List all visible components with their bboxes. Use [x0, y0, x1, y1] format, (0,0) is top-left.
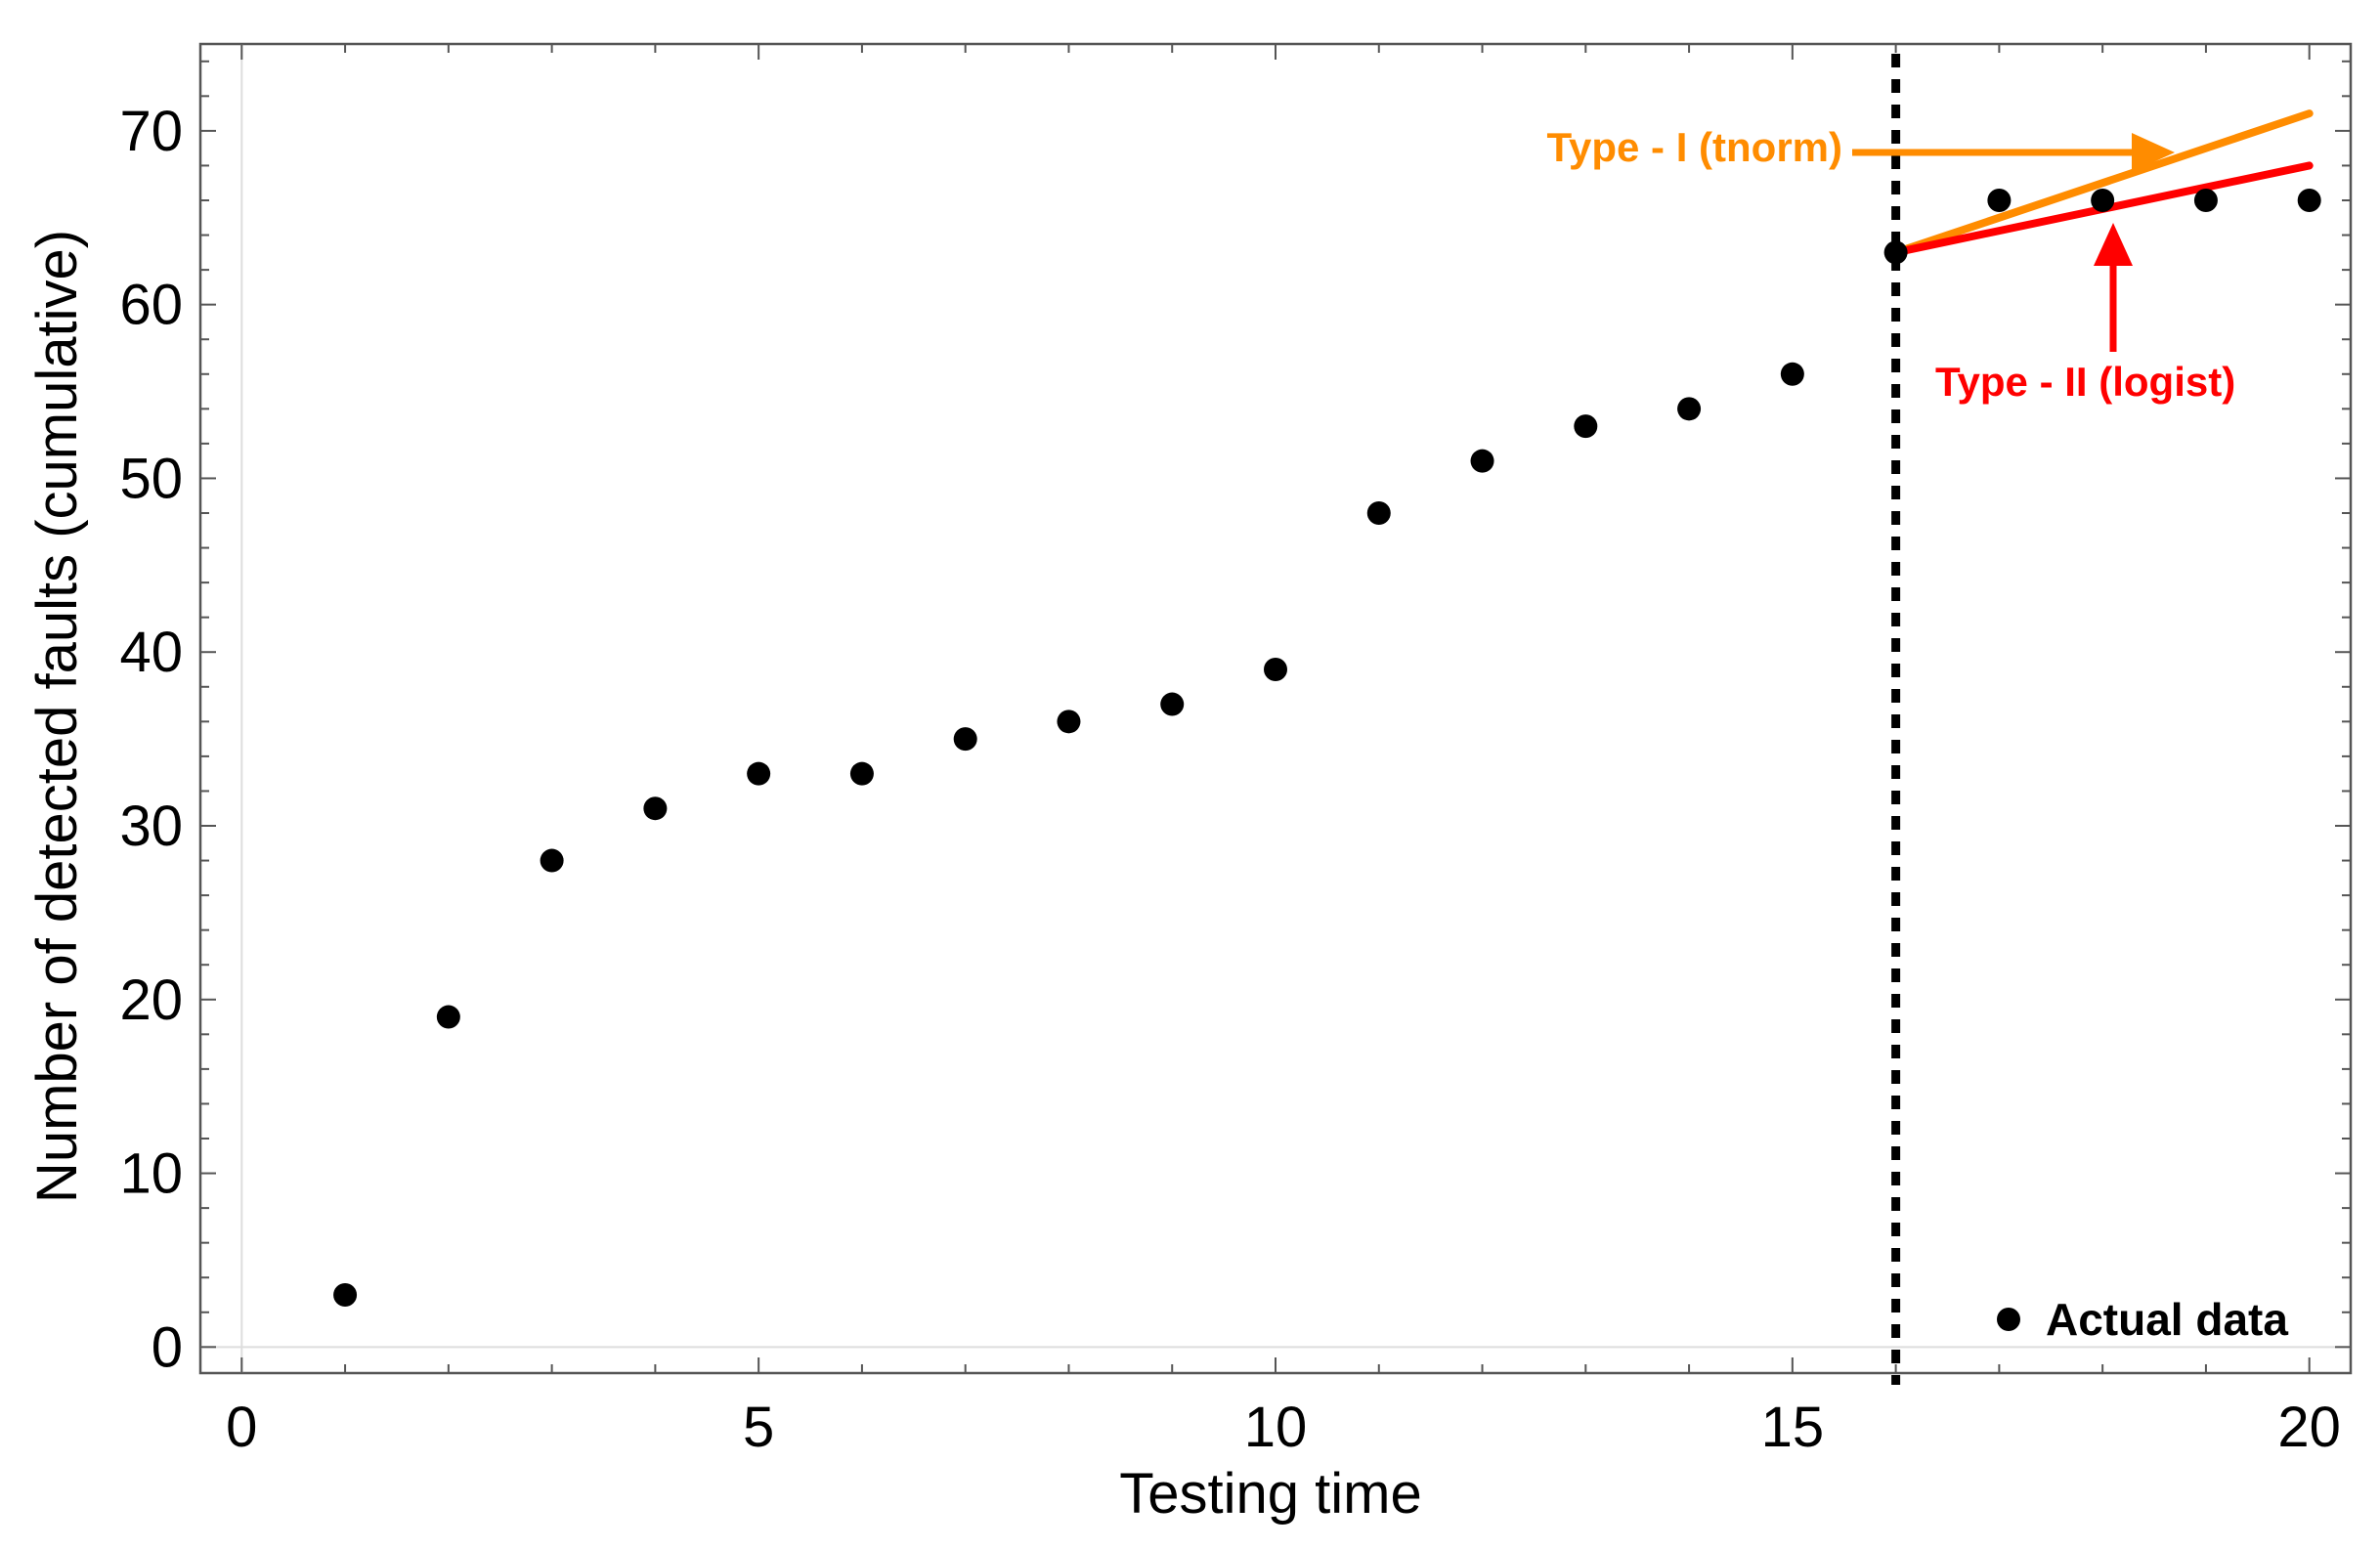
- y-tick-label: 10: [119, 1142, 183, 1206]
- x-tick-label: 5: [743, 1396, 774, 1459]
- data-point: [2297, 189, 2321, 212]
- axis-ticks: [200, 44, 2351, 1373]
- data-point: [436, 1005, 460, 1029]
- y-tick-label: 70: [119, 100, 183, 163]
- legend-marker: [1997, 1308, 2020, 1331]
- series-line-1: [1891, 109, 2314, 257]
- x-tick-label: 20: [2277, 1396, 2341, 1459]
- x-tick-label: 10: [1244, 1396, 1308, 1459]
- y-axis-title: Number of detected faults (cumulative): [25, 230, 89, 1203]
- y-tick-label: 0: [151, 1315, 183, 1379]
- annotation-arrowhead-type-ii: [2094, 223, 2133, 266]
- data-point: [1057, 710, 1081, 734]
- annotations: Type - I (tnorm) Type - II (logist): [1546, 124, 2235, 405]
- data-point: [1470, 449, 1494, 473]
- data-point: [643, 796, 668, 821]
- annotation-type-ii: Type - II (logist): [1935, 359, 2235, 405]
- data-point: [540, 848, 564, 873]
- legend-label: Actual data: [2046, 1294, 2288, 1345]
- y-tick-label: 50: [119, 447, 183, 510]
- y-tick-label: 60: [119, 274, 183, 337]
- data-point: [1264, 658, 1287, 681]
- legend: Actual data: [1997, 1294, 2288, 1345]
- data-point: [1574, 414, 1598, 439]
- data-point: [1160, 692, 1185, 716]
- x-axis-title: Testing time: [1119, 1462, 1421, 1526]
- x-tick-label: 15: [1761, 1396, 1825, 1459]
- y-tick-label: 30: [119, 795, 183, 858]
- data-point: [1883, 240, 1908, 265]
- data-point: [2193, 189, 2218, 212]
- data-point: [849, 761, 874, 786]
- data-point: [1780, 362, 1804, 386]
- data-points: [333, 189, 2321, 1307]
- data-point: [2091, 189, 2115, 212]
- annotation-arrowhead-type-i: [2132, 133, 2175, 172]
- y-tick-label: 40: [119, 621, 183, 684]
- annotation-type-i: Type - I (tnorm): [1546, 124, 1842, 170]
- tick-labels: 0 5 10 15 20 0 10 20 30 40 50 60 70: [119, 100, 2340, 1459]
- data-point: [1677, 397, 1702, 421]
- data-point: [1987, 189, 2012, 212]
- x-tick-label: 0: [226, 1396, 257, 1459]
- data-point: [747, 761, 771, 786]
- data-point: [953, 727, 977, 752]
- data-point: [1366, 501, 1391, 525]
- data-point: [333, 1283, 358, 1307]
- y-tick-label: 20: [119, 968, 183, 1032]
